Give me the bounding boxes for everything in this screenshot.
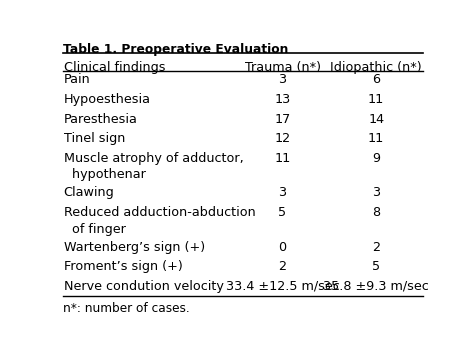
Text: n*: number of cases.: n*: number of cases. xyxy=(63,302,190,315)
Text: 11: 11 xyxy=(368,132,384,145)
Text: 5: 5 xyxy=(372,260,380,274)
Text: Table 1. Preoperative Evaluation: Table 1. Preoperative Evaluation xyxy=(63,43,288,56)
Text: 3: 3 xyxy=(278,187,287,199)
Text: 12: 12 xyxy=(274,132,291,145)
Text: 8: 8 xyxy=(372,206,380,219)
Text: 33.4 ±12.5 m/sec: 33.4 ±12.5 m/sec xyxy=(226,280,339,293)
Text: 11: 11 xyxy=(274,152,291,165)
Text: Muscle atrophy of adductor,
  hypothenar: Muscle atrophy of adductor, hypothenar xyxy=(64,152,244,181)
Text: Reduced adduction-abduction
  of finger: Reduced adduction-abduction of finger xyxy=(64,206,255,236)
Text: 3: 3 xyxy=(278,73,287,86)
Text: 17: 17 xyxy=(274,112,291,126)
Text: 3: 3 xyxy=(372,187,380,199)
Text: Paresthesia: Paresthesia xyxy=(64,112,137,126)
Text: Nerve condution velocity: Nerve condution velocity xyxy=(64,280,224,293)
Text: 2: 2 xyxy=(372,241,380,254)
Text: 11: 11 xyxy=(368,93,384,106)
Text: Tinel sign: Tinel sign xyxy=(64,132,125,145)
Text: 0: 0 xyxy=(278,241,287,254)
Text: 9: 9 xyxy=(372,152,380,165)
Text: 14: 14 xyxy=(368,112,384,126)
Text: Clinical findings: Clinical findings xyxy=(64,61,165,73)
Text: Froment’s sign (+): Froment’s sign (+) xyxy=(64,260,182,274)
Text: Wartenberg’s sign (+): Wartenberg’s sign (+) xyxy=(64,241,205,254)
Text: Clawing: Clawing xyxy=(64,187,114,199)
Text: Pain: Pain xyxy=(64,73,91,86)
Text: Idiopathic (n*): Idiopathic (n*) xyxy=(330,61,422,73)
Text: 5: 5 xyxy=(278,206,287,219)
Text: Hypoesthesia: Hypoesthesia xyxy=(64,93,151,106)
Text: 6: 6 xyxy=(372,73,380,86)
Text: 13: 13 xyxy=(274,93,291,106)
Text: 2: 2 xyxy=(279,260,286,274)
Text: Trauma (n*): Trauma (n*) xyxy=(245,61,320,73)
Text: 35.8 ±9.3 m/sec: 35.8 ±9.3 m/sec xyxy=(323,280,429,293)
